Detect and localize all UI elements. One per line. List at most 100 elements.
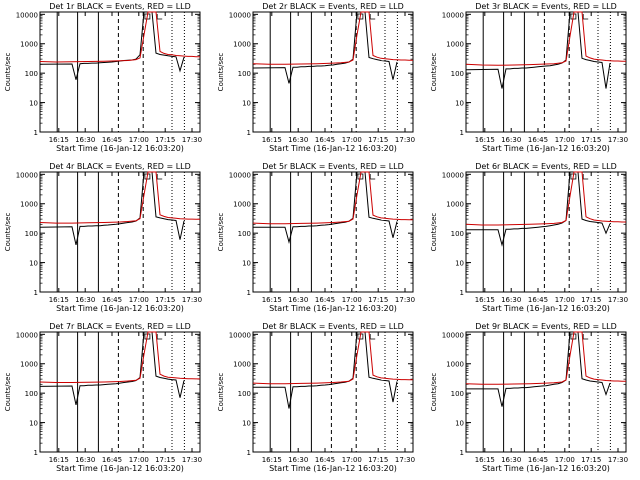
y-tick-label: 1000 bbox=[233, 201, 251, 209]
y-tick-label: 10000 bbox=[442, 331, 464, 339]
y-axis-label: Counts/sec bbox=[430, 373, 438, 412]
y-tick-label: 1 bbox=[460, 289, 464, 297]
y-axis-label: Counts/sec bbox=[217, 373, 225, 412]
y-axis-label: Counts/sec bbox=[4, 213, 12, 252]
peak-marker bbox=[369, 174, 376, 180]
x-tick-label: 16:15 bbox=[475, 456, 495, 464]
y-tick-label: 10000 bbox=[229, 331, 251, 339]
plot-frame bbox=[465, 171, 627, 293]
events-series-line bbox=[466, 331, 611, 407]
y-tick-label: 10 bbox=[242, 100, 251, 108]
x-tick-label: 17:15 bbox=[368, 296, 388, 304]
lld-series-line bbox=[39, 171, 200, 224]
chart-panel-6: Det 6r BLACK = Events, RED = LLD Counts/s… bbox=[430, 162, 628, 313]
x-axis-label: Start Time (16-Jan-12 16:03:20) bbox=[56, 304, 184, 313]
y-tick-label: 10 bbox=[29, 420, 38, 428]
y-tick-label: 100 bbox=[238, 390, 251, 398]
peak-marker bbox=[156, 174, 163, 180]
chart-title: Det 3r BLACK = Events, RED = LLD bbox=[475, 2, 617, 11]
x-tick-label: 16:45 bbox=[315, 296, 335, 304]
y-tick-label: 100 bbox=[25, 390, 38, 398]
x-tick-label: 17:30 bbox=[182, 136, 202, 144]
chart-title: Det 5r BLACK = Events, RED = LLD bbox=[262, 162, 404, 171]
y-tick-label: 10000 bbox=[16, 331, 38, 339]
y-tick-label: 1 bbox=[247, 449, 251, 457]
x-tick-label: 16:30 bbox=[501, 136, 521, 144]
y-axis-label: Counts/sec bbox=[430, 53, 438, 92]
x-tick-label: 16:45 bbox=[528, 296, 548, 304]
y-tick-label: 10 bbox=[455, 260, 464, 268]
plot-frame bbox=[465, 331, 627, 453]
y-tick-label: 1 bbox=[460, 449, 464, 457]
y-tick-label: 1000 bbox=[446, 201, 464, 209]
y-tick-label: 1000 bbox=[20, 361, 38, 369]
y-tick-label: 1000 bbox=[20, 41, 38, 49]
lld-series-line bbox=[465, 331, 626, 385]
plot-frame bbox=[252, 11, 414, 133]
chart-title: Det 7r BLACK = Events, RED = LLD bbox=[49, 322, 191, 331]
x-tick-label: 17:30 bbox=[182, 456, 202, 464]
x-tick-label: 16:30 bbox=[75, 296, 95, 304]
x-tick-label: 16:15 bbox=[262, 296, 282, 304]
x-tick-label: 16:15 bbox=[262, 136, 282, 144]
peak-marker bbox=[369, 334, 376, 340]
x-tick-label: 16:30 bbox=[288, 296, 308, 304]
y-tick-label: 10000 bbox=[229, 171, 251, 179]
events-series-line bbox=[39, 171, 185, 246]
x-tick-label: 17:15 bbox=[155, 136, 175, 144]
chart-panel-8: Det 8r BLACK = Events, RED = LLD Counts/s… bbox=[217, 322, 415, 473]
x-tick-label: 16:45 bbox=[102, 456, 122, 464]
chart-panel-2: Det 2r BLACK = Events, RED = LLD Counts/s… bbox=[217, 2, 415, 153]
y-tick-label: 1 bbox=[247, 129, 251, 137]
chart-panel-7: Det 7r BLACK = Events, RED = LLD Counts/s… bbox=[4, 322, 202, 473]
x-tick-label: 16:30 bbox=[501, 456, 521, 464]
x-tick-label: 17:00 bbox=[129, 296, 149, 304]
x-tick-label: 16:15 bbox=[475, 296, 495, 304]
chart-title: Det 9r BLACK = Events, RED = LLD bbox=[475, 322, 617, 331]
y-tick-label: 10000 bbox=[16, 171, 38, 179]
x-tick-label: 16:30 bbox=[288, 456, 308, 464]
y-tick-label: 1000 bbox=[446, 361, 464, 369]
plot-frame bbox=[39, 331, 201, 453]
chart-panel-4: Det 4r BLACK = Events, RED = LLD Counts/s… bbox=[4, 162, 202, 313]
y-tick-label: 100 bbox=[25, 230, 38, 238]
events-series-line bbox=[253, 331, 398, 409]
x-tick-label: 17:15 bbox=[368, 456, 388, 464]
x-axis-label: Start Time (16-Jan-12 16:03:20) bbox=[56, 464, 184, 473]
x-tick-label: 16:15 bbox=[475, 136, 495, 144]
y-tick-label: 1000 bbox=[20, 201, 38, 209]
y-tick-label: 1000 bbox=[233, 41, 251, 49]
x-tick-label: 17:00 bbox=[342, 136, 362, 144]
y-tick-label: 10000 bbox=[442, 11, 464, 19]
events-series-line bbox=[39, 11, 185, 80]
chart-panel-1: Det 1r BLACK = Events, RED = LLD Counts/s… bbox=[4, 2, 202, 153]
chart-title: Det 4r BLACK = Events, RED = LLD bbox=[49, 162, 191, 171]
y-tick-label: 10 bbox=[242, 420, 251, 428]
x-tick-label: 16:30 bbox=[288, 136, 308, 144]
y-tick-label: 10000 bbox=[16, 11, 38, 19]
y-tick-label: 100 bbox=[451, 70, 464, 78]
x-tick-label: 17:00 bbox=[129, 456, 149, 464]
plot-frame bbox=[39, 11, 201, 133]
x-tick-label: 16:45 bbox=[315, 456, 335, 464]
lld-series-line bbox=[252, 331, 413, 385]
y-tick-label: 10 bbox=[29, 260, 38, 268]
y-tick-label: 1000 bbox=[446, 41, 464, 49]
chart-title: Det 2r BLACK = Events, RED = LLD bbox=[262, 2, 404, 11]
events-series-line bbox=[465, 11, 611, 89]
x-tick-label: 16:15 bbox=[49, 456, 69, 464]
x-tick-label: 17:30 bbox=[608, 296, 628, 304]
x-axis-label: Start Time (16-Jan-12 16:03:20) bbox=[269, 144, 397, 153]
x-tick-label: 16:30 bbox=[75, 136, 95, 144]
x-tick-label: 17:00 bbox=[555, 136, 575, 144]
y-tick-label: 10000 bbox=[229, 11, 251, 19]
lld-series-line bbox=[465, 171, 626, 226]
events-series-line bbox=[466, 171, 611, 247]
y-axis-label: Counts/sec bbox=[4, 53, 12, 92]
x-tick-label: 16:15 bbox=[49, 136, 69, 144]
x-axis-label: Start Time (16-Jan-12 16:03:20) bbox=[269, 304, 397, 313]
x-axis-label: Start Time (16-Jan-12 16:03:20) bbox=[269, 464, 397, 473]
y-tick-label: 100 bbox=[451, 230, 464, 238]
x-tick-label: 17:15 bbox=[155, 296, 175, 304]
